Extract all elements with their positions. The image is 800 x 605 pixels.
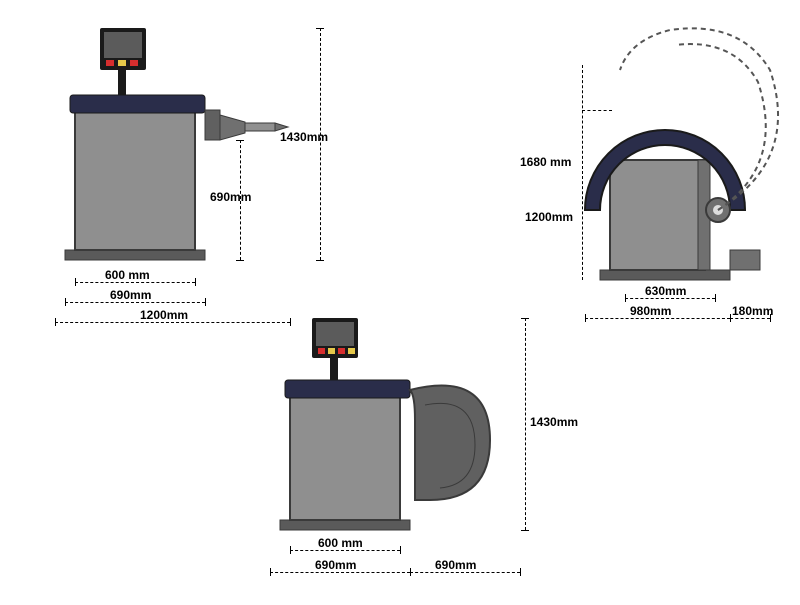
dim-base-width: 690mm: [110, 288, 151, 302]
right-side-svg: [470, 10, 800, 350]
dim-body-width-2: 600 mm: [318, 536, 363, 550]
view-right-side: 1680 mm 1200mm 630mm 980mm 180mm: [470, 10, 800, 350]
view-left-front: 1430mm 690mm 600 mm 690mm 1200mm: [30, 10, 350, 330]
dim-hood-down: 1200mm: [525, 210, 573, 224]
dim-right-half: 690mm: [435, 558, 476, 572]
dim-hood-up: 1680 mm: [520, 155, 571, 169]
dim-body-width: 600 mm: [105, 268, 150, 282]
dim-shaft-height: 690mm: [210, 190, 251, 204]
dim-height-total: 1430mm: [280, 130, 328, 144]
dim-body-depth: 630mm: [645, 284, 686, 298]
dim-overall-width: 1200mm: [140, 308, 188, 322]
dim-left-half: 690mm: [315, 558, 356, 572]
dim-height-total-2: 1430mm: [530, 415, 578, 429]
dim-overall-depth: 980mm: [630, 304, 671, 318]
dim-rear-ext: 180mm: [732, 304, 773, 318]
